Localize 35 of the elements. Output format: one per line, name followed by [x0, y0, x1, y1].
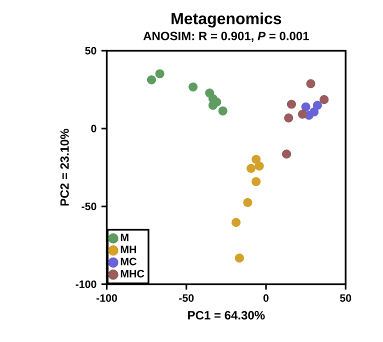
legend-label: MHC [120, 270, 144, 278]
x-tick-label: -100 [96, 294, 118, 302]
point [246, 164, 256, 174]
y-tick-label: -100 [76, 280, 96, 288]
point [232, 218, 241, 228]
point [218, 106, 228, 116]
point [320, 95, 329, 104]
point [310, 108, 319, 117]
legend-label: M [120, 234, 128, 242]
y-axis-title: PC2 = 23.10% [60, 129, 69, 206]
x-tick-label: 0 [263, 294, 269, 302]
point [301, 102, 310, 112]
y-tick-label: 0 [91, 124, 96, 133]
point [298, 110, 308, 119]
point [146, 75, 156, 85]
legend-label: MH [120, 246, 136, 254]
point [286, 100, 296, 109]
point [252, 155, 261, 164]
point [243, 198, 252, 208]
x-tick-label: 50 [340, 294, 352, 302]
legend-label: MC [120, 258, 136, 266]
x-tick-label: -50 [179, 294, 194, 302]
point [188, 82, 198, 92]
chart-subtitle: ANOSIM: R = 0.901, P = 0.001 [143, 32, 309, 42]
chart-title: Metagenomics [172, 12, 282, 28]
point [282, 150, 292, 159]
y-tick-label: 50 [85, 47, 96, 55]
point [306, 79, 316, 88]
point [254, 162, 264, 171]
point [234, 254, 244, 263]
point [155, 69, 164, 78]
y-tick-label: -50 [82, 202, 96, 210]
point [252, 177, 261, 186]
point [284, 114, 294, 123]
x-axis-title: PC1 = 64.30% [188, 311, 265, 320]
